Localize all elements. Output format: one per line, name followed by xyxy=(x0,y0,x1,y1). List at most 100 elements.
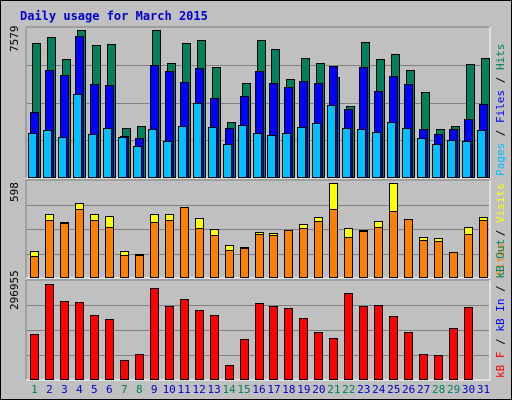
bar-pages xyxy=(178,126,187,178)
legend-kbf: kB F xyxy=(494,352,507,379)
bar-pages xyxy=(462,141,471,178)
x-tick-label: 8 xyxy=(136,383,143,396)
bar-kb-f xyxy=(269,306,278,380)
bar-sites xyxy=(255,234,264,278)
bar-kb-f xyxy=(329,338,338,380)
bar-kb-f xyxy=(404,332,413,380)
x-tick-label: 5 xyxy=(91,383,98,396)
x-tick-label: 2 xyxy=(46,383,53,396)
y-max-label: 598 xyxy=(8,182,21,202)
bar-pages xyxy=(477,130,486,178)
bar-kb-f xyxy=(90,315,99,380)
bar-pages xyxy=(432,144,441,178)
x-tick-label: 20 xyxy=(312,383,325,396)
x-tick-label: 11 xyxy=(178,383,191,396)
bar-sites xyxy=(314,221,323,278)
bar-kb-f xyxy=(419,354,428,380)
bar-pages xyxy=(88,134,97,178)
bar-pages xyxy=(193,103,202,178)
legend-separator: / xyxy=(494,279,507,299)
x-tick-label: 16 xyxy=(252,383,265,396)
bar-pages xyxy=(312,123,321,178)
bar-kb-f xyxy=(30,334,39,380)
bar-kb-f xyxy=(180,299,189,380)
legend-separator: / xyxy=(494,123,507,143)
bar-sites xyxy=(90,220,99,278)
bar-sites xyxy=(240,248,249,278)
x-tick-label: 18 xyxy=(282,383,295,396)
bar-sites xyxy=(359,231,368,278)
legend-visits: Visits xyxy=(494,183,507,223)
x-tick-label: 9 xyxy=(151,383,158,396)
bar-kb-f xyxy=(75,302,84,380)
panel-legend: Pages / Files / Hits xyxy=(494,44,507,177)
legend-kb_in: kB In xyxy=(494,299,507,332)
x-tick-label: 25 xyxy=(387,383,400,396)
chart-panels: 7579 Pages / Files / Hits 598 Sites / Visit… xyxy=(8,26,507,381)
bar-kb-f xyxy=(240,339,249,380)
bar-kb-f xyxy=(120,360,129,380)
bar-pages xyxy=(208,127,217,178)
bar-pages xyxy=(43,130,52,178)
legend-separator: / xyxy=(494,332,507,352)
bar-sites xyxy=(434,241,443,278)
panel-legend: Sites / Visits xyxy=(494,183,507,276)
x-tick-label: 12 xyxy=(193,383,206,396)
x-tick-label: 15 xyxy=(237,383,250,396)
bar-kb-f xyxy=(284,308,293,380)
bar-kb-f xyxy=(255,303,264,380)
x-tick-label: 1 xyxy=(31,383,38,396)
legend-pages: Pages xyxy=(494,143,507,176)
bar-sites xyxy=(30,256,39,278)
bar-sites xyxy=(404,219,413,278)
legend-separator: / xyxy=(494,223,507,243)
x-tick-label: 24 xyxy=(372,383,386,396)
bar-sites xyxy=(120,255,129,278)
y-max-label: 7579 xyxy=(8,26,21,53)
bar-kb-f xyxy=(434,355,443,380)
bar-sites xyxy=(45,220,54,278)
x-tick-label: 27 xyxy=(417,383,430,396)
bar-sites xyxy=(299,228,308,278)
bar-kb-f xyxy=(210,315,219,380)
bar-pages xyxy=(253,133,262,178)
bar-sites xyxy=(105,227,114,278)
bar-sites xyxy=(225,250,234,278)
chart-title: Daily usage for March 2015 xyxy=(20,9,208,23)
bar-sites xyxy=(195,228,204,278)
bar-kb-f xyxy=(314,332,323,380)
x-tick-label: 22 xyxy=(342,383,355,396)
x-tick-label: 23 xyxy=(357,383,370,396)
x-tick-label: 14 xyxy=(222,383,236,396)
bar-sites xyxy=(150,222,159,278)
bar-pages xyxy=(282,133,291,178)
x-tick-label: 19 xyxy=(297,383,310,396)
bar-sites xyxy=(344,237,353,278)
bar-sites xyxy=(165,220,174,278)
bar-pages xyxy=(103,128,112,178)
bar-kb-f xyxy=(374,305,383,380)
bar-kb-f xyxy=(150,288,159,380)
bar-pages xyxy=(372,132,381,178)
bar-pages xyxy=(342,128,351,178)
bar-pages xyxy=(238,125,247,178)
bar-kb-f xyxy=(105,319,114,380)
bar-sites xyxy=(269,235,278,278)
bar-pages xyxy=(118,137,127,178)
x-tick-label: 21 xyxy=(327,383,340,396)
bar-kb-f xyxy=(45,284,54,380)
x-tick-label: 6 xyxy=(106,383,113,396)
bar-pages xyxy=(417,138,426,178)
x-tick-label: 30 xyxy=(462,383,475,396)
legend-files: Files xyxy=(494,90,507,123)
bar-kb-f xyxy=(464,307,473,380)
legend-kb_out: kB Out xyxy=(494,239,507,279)
x-tick-label: 10 xyxy=(163,383,176,396)
x-tick-label: 3 xyxy=(61,383,68,396)
bar-sites xyxy=(329,209,338,278)
bar-kb-f xyxy=(225,365,234,380)
bar-sites xyxy=(284,230,293,278)
bar-kb-f xyxy=(165,306,174,380)
